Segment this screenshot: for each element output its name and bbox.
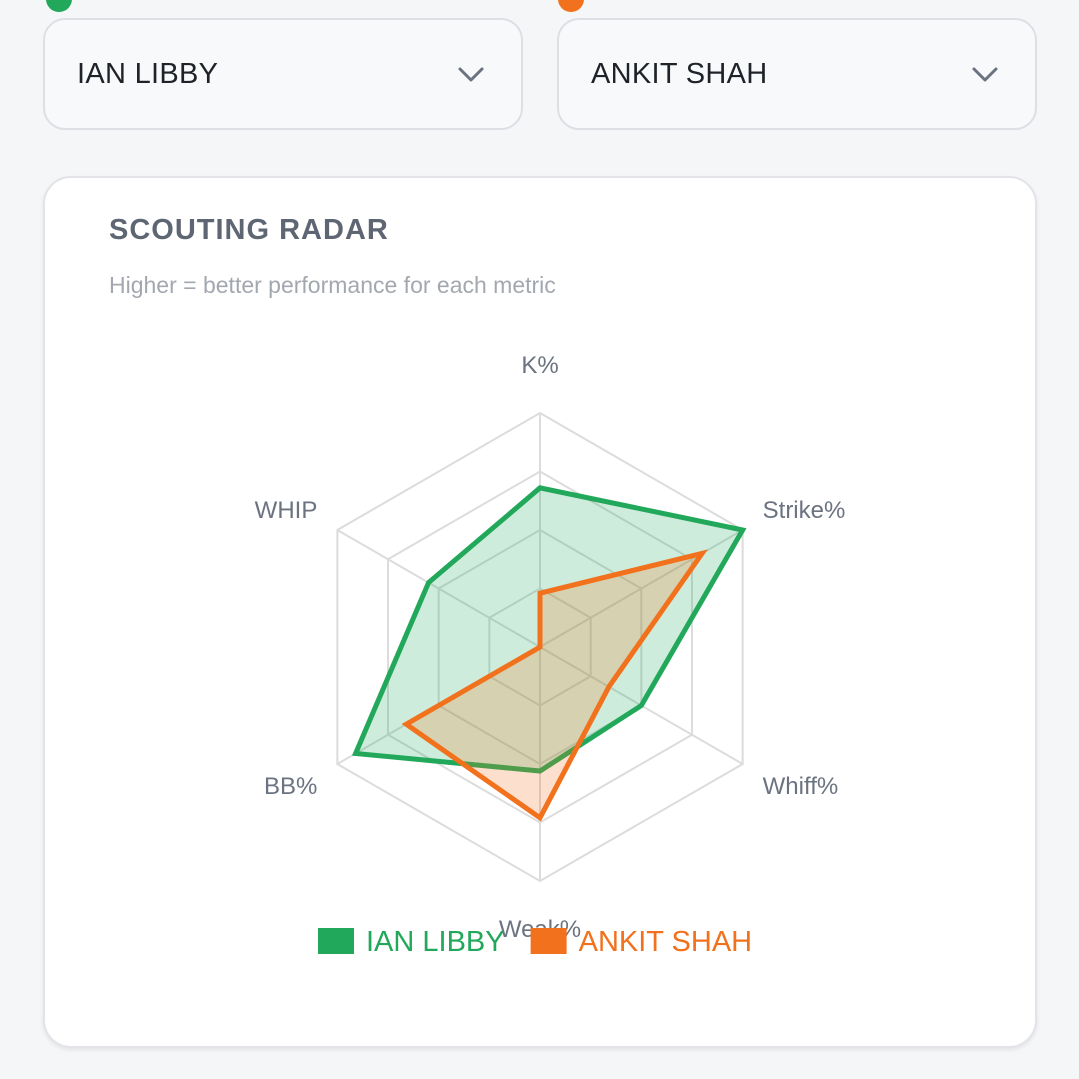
player-b-select[interactable]: ANKIT SHAH — [557, 18, 1037, 130]
legend-label: ANKIT SHAH — [579, 926, 753, 958]
radar-spoke — [336, 529, 541, 648]
card-subtitle: Higher = better performance for each met… — [109, 272, 556, 298]
axis-label: K% — [521, 352, 558, 379]
card-title: SCOUTING RADAR — [109, 214, 389, 246]
player-a-select-value: IAN LIBBY — [77, 57, 219, 90]
player-b-color-dot — [558, 0, 584, 12]
axis-label: BB% — [264, 773, 317, 800]
legend-swatch — [530, 928, 567, 954]
radar-series-b — [401, 549, 708, 822]
player-a-select[interactable]: IAN LIBBY — [43, 18, 523, 130]
legend-swatch — [318, 928, 354, 954]
radar-spoke — [539, 529, 744, 648]
player-a-color-dot — [46, 0, 72, 12]
chevron-down-icon — [458, 67, 484, 82]
axis-label: Strike% — [763, 497, 846, 524]
player-b-select-value: ANKIT SHAH — [591, 57, 768, 90]
chevron-down-icon — [972, 67, 998, 82]
axis-label: WHIP — [255, 497, 318, 524]
legend-label: IAN LIBBY — [366, 926, 505, 958]
axis-label: Whiff% — [763, 773, 839, 800]
